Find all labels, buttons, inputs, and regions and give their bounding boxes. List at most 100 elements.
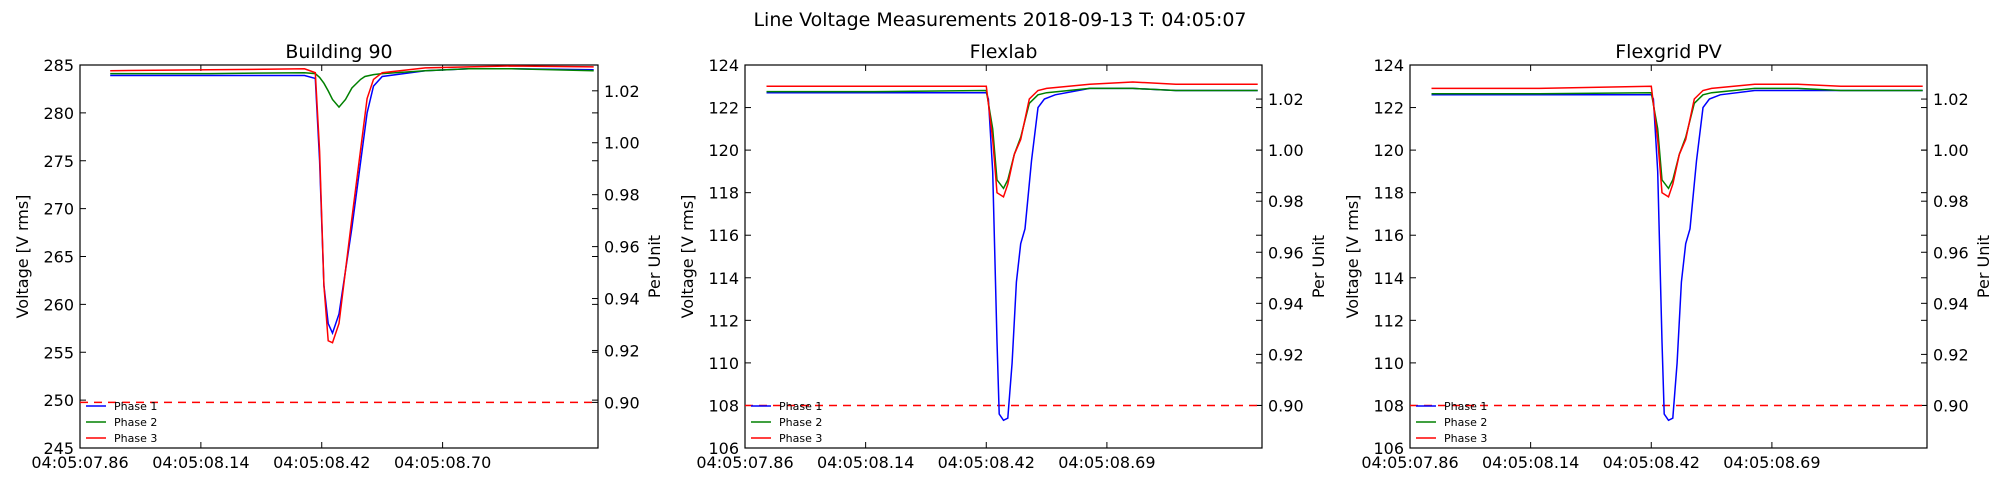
x-tick-label: 04:05:07.86 — [31, 453, 128, 472]
y-right-tick-label: 0.94 — [1933, 294, 1969, 313]
legend-label: Phase 1 — [779, 400, 822, 413]
y-tick-label: 275 — [43, 152, 74, 171]
y-tick-label: 116 — [708, 226, 739, 245]
y-tick-label: 265 — [43, 248, 74, 267]
y-right-tick-label: 0.94 — [1268, 294, 1304, 313]
y-right-tick-label: 0.90 — [1933, 396, 1969, 415]
y-tick-label: 110 — [1373, 354, 1404, 373]
y-axis-label: Voltage [V rms] — [1343, 195, 1362, 319]
y-tick-label: 114 — [1373, 269, 1404, 288]
series-line-phase-2 — [110, 68, 594, 109]
y-tick-label: 285 — [43, 56, 74, 75]
x-tick-label: 04:05:07.86 — [1361, 453, 1458, 472]
y-tick-label: 122 — [708, 99, 739, 118]
y-tick-label: 270 — [43, 200, 74, 219]
y-tick-label: 122 — [1373, 99, 1404, 118]
legend-label: Phase 2 — [779, 416, 822, 429]
y-right-tick-label: 1.00 — [604, 134, 640, 153]
y-right-tick-label: 1.02 — [604, 82, 640, 101]
y-tick-label: 108 — [708, 396, 739, 415]
chart-title: Flexlab — [970, 41, 1038, 63]
y-right-tick-label: 0.90 — [1268, 396, 1304, 415]
legend: Phase 1 Phase 2 Phase 3 — [1416, 400, 1487, 445]
legend-label: Phase 1 — [114, 400, 157, 413]
y-right-tick-label: 0.96 — [1933, 243, 1969, 262]
series-line-phase-3 — [766, 81, 1258, 199]
series-line-phase-3 — [1431, 83, 1923, 199]
y-tick-label: 116 — [1373, 226, 1404, 245]
y-right-tick-label: 0.98 — [1268, 192, 1304, 211]
y-right-tick-label: 0.92 — [1268, 345, 1304, 364]
x-tick-label: 04:05:08.14 — [817, 453, 914, 472]
y-tick-label: 250 — [43, 391, 74, 410]
y-right-tick-label: 0.98 — [1933, 192, 1969, 211]
x-tick-label: 04:05:07.86 — [696, 453, 793, 472]
figure-suptitle: Line Voltage Measurements 2018-09-13 T: … — [753, 9, 1246, 31]
y-right-tick-label: 0.92 — [1933, 345, 1969, 364]
y-tick-label: 118 — [1373, 184, 1404, 203]
y-tick-label: 112 — [1373, 311, 1404, 330]
y-tick-label: 120 — [1373, 141, 1404, 160]
y-right-tick-label: 1.02 — [1933, 90, 1969, 109]
legend-label: Phase 2 — [1444, 416, 1487, 429]
y-tick-label: 114 — [708, 269, 739, 288]
y-tick-label: 112 — [708, 311, 739, 330]
x-tick-label: 04:05:08.69 — [1723, 453, 1820, 472]
chart-panel-2: Flexlab 106 108 110 112 114 116 118 120 122 124 0.9… — [678, 41, 1328, 472]
y-right-axis-label: Per Unit — [1974, 235, 1993, 298]
series-line-phase-2 — [1431, 87, 1923, 190]
plot-data-area — [80, 65, 598, 404]
y-right-tick-label: 0.98 — [604, 186, 640, 205]
y-right-tick-label: 0.96 — [1268, 243, 1304, 262]
plot-frame — [79, 64, 599, 449]
chart-title: Flexgrid PV — [1615, 41, 1722, 63]
y-tick-label: 106 — [1373, 439, 1404, 458]
legend-label: Phase 3 — [1444, 432, 1487, 445]
x-tick-label: 04:05:08.70 — [394, 453, 491, 472]
legend-label: Phase 1 — [1444, 400, 1487, 413]
y-right-tick-label: 0.90 — [604, 393, 640, 412]
x-tick-label: 04:05:08.14 — [1482, 453, 1579, 472]
series-line-phase-2 — [766, 87, 1258, 190]
legend-label: Phase 2 — [114, 416, 157, 429]
y-tick-label: 260 — [43, 295, 74, 314]
y-right-tick-label: 1.02 — [1268, 90, 1304, 109]
chart-panel-1: Building 90 245 250 255 260 265 270 275 280 285 0.… — [13, 41, 664, 472]
y-tick-label: 280 — [43, 104, 74, 123]
y-tick-label: 108 — [1373, 396, 1404, 415]
chart-title: Building 90 — [285, 41, 392, 63]
y-tick-label: 118 — [708, 184, 739, 203]
x-tick-label: 04:05:08.14 — [152, 453, 249, 472]
plot-data-area — [745, 81, 1262, 422]
y-tick-label: 120 — [708, 141, 739, 160]
y-tick-label: 255 — [43, 343, 74, 362]
plot-frame — [1409, 64, 1928, 449]
y-tick-label: 110 — [708, 354, 739, 373]
legend-label: Phase 3 — [779, 432, 822, 445]
y-axis-label: Voltage [V rms] — [678, 195, 697, 319]
y-right-tick-label: 1.00 — [1268, 141, 1304, 160]
y-right-tick-label: 1.00 — [1933, 141, 1969, 160]
legend-label: Phase 3 — [114, 432, 157, 445]
series-line-phase-1 — [1431, 89, 1923, 422]
y-right-axis-label: Per Unit — [645, 235, 664, 298]
legend: Phase 1 Phase 2 Phase 3 — [751, 400, 822, 445]
plot-data-area — [1410, 83, 1927, 422]
plot-frame — [744, 64, 1263, 449]
y-tick-label: 106 — [708, 439, 739, 458]
x-tick-label: 04:05:08.42 — [938, 453, 1035, 472]
legend: Phase 1 Phase 2 Phase 3 — [86, 400, 157, 445]
y-tick-label: 124 — [708, 56, 739, 75]
series-line-phase-1 — [110, 68, 594, 336]
x-tick-label: 04:05:08.69 — [1058, 453, 1155, 472]
x-tick-label: 04:05:08.42 — [273, 453, 370, 472]
y-right-axis-label: Per Unit — [1309, 235, 1328, 298]
series-line-phase-1 — [766, 87, 1258, 422]
series-line-phase-3 — [110, 65, 594, 344]
y-right-tick-label: 0.96 — [604, 238, 640, 257]
y-right-tick-label: 0.94 — [604, 290, 640, 309]
y-right-tick-label: 0.92 — [604, 341, 640, 360]
y-axis-label: Voltage [V rms] — [13, 195, 32, 319]
